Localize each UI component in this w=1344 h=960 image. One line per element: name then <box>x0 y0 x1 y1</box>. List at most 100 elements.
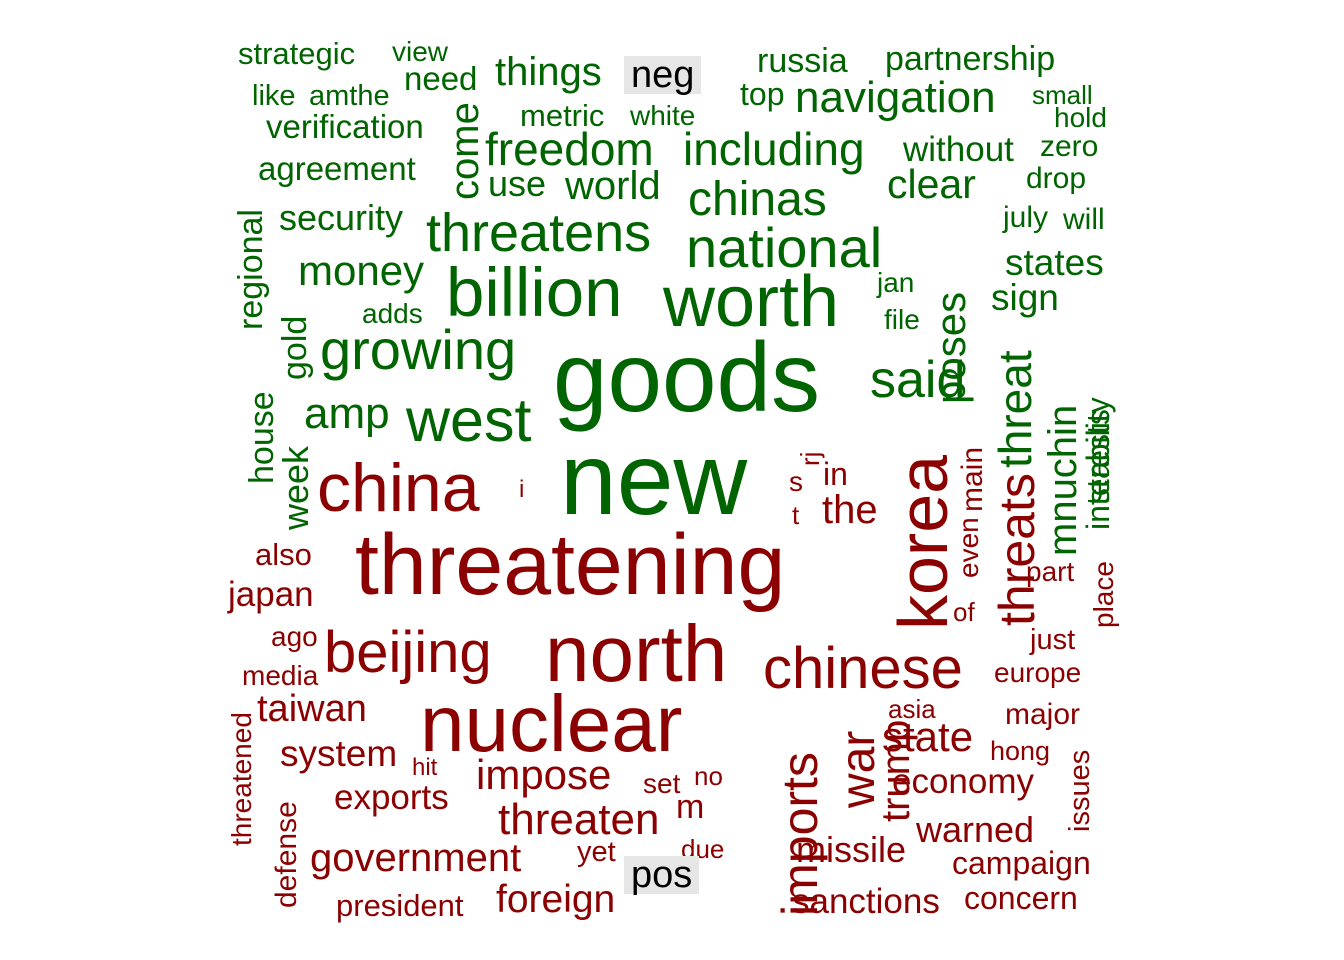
pos-word-amthe-6: amthe <box>309 80 390 112</box>
pos-word-things-2: things <box>495 50 602 94</box>
neg-word-the-6: the <box>822 488 878 532</box>
neg-word-m-42: m <box>676 788 705 826</box>
neg-word-ago-17: ago <box>271 621 318 652</box>
pos-word-use-21: use <box>488 163 547 204</box>
pos-word-need-7: need <box>404 60 478 97</box>
neg-word-main-3: main <box>956 446 989 512</box>
pos-word-zero-18: zero <box>1040 130 1099 163</box>
neg-word-just-18: just <box>1030 624 1076 656</box>
pos-word-threatens-27: threatens <box>426 203 652 263</box>
neg-word-also-10: also <box>255 537 312 572</box>
pos-word-amp-48: amp <box>304 389 390 438</box>
neg-word-media-21: media <box>242 660 319 691</box>
pos-word-billion-33: billion <box>446 254 623 331</box>
neg-word-china-7: china <box>317 450 480 526</box>
neg-word-set-41: set <box>643 768 681 799</box>
pos-word-week-52: week <box>275 445 316 530</box>
pos-word-money-35: money <box>298 247 425 294</box>
pos-word-goods-45: goods <box>553 322 821 432</box>
pos-word-house-47: house <box>243 391 281 484</box>
pos-word-freedom-15: freedom <box>485 123 654 175</box>
neg-word-hong-32: hong <box>990 736 1051 766</box>
neg-word-major-27: major <box>1005 698 1081 731</box>
neg-word-warned-45: warned <box>916 809 1035 850</box>
pos-word-strategic-0: strategic <box>238 36 356 71</box>
pos-word-will-30: will <box>1063 203 1105 236</box>
pos-word-july-29: july <box>1003 201 1049 234</box>
pos-word-metric-11: metric <box>520 98 605 133</box>
neg-word-threatened-24: threatened <box>226 712 257 846</box>
pos-word-file-39: file <box>884 304 920 335</box>
neg-word-hit-33: hit <box>412 754 438 781</box>
neg-word-sanctions-53: sanctions <box>792 882 940 921</box>
pos-word-threat-46: threat <box>989 350 1041 468</box>
neg-word-system-30: system <box>280 733 398 774</box>
neg-word-europe-23: europe <box>994 657 1082 688</box>
neg-word-impose-35: impose <box>476 751 612 798</box>
neg-word-government-49: government <box>310 836 522 880</box>
pos-word-gold-42: gold <box>276 315 314 380</box>
neg-word-taiwan-26: taiwan <box>257 688 367 730</box>
pos-word-navigation-9: navigation <box>795 73 996 122</box>
neg-word-threaten-44: threaten <box>498 795 660 844</box>
pos-word-without-17: without <box>903 130 1014 169</box>
neg-word-part-12: part <box>1026 556 1075 587</box>
neg-word-of-16: of <box>953 597 975 627</box>
neg-word-issues-36: issues <box>1064 749 1096 832</box>
neg-word-no-34: no <box>694 761 723 791</box>
pos-word-adds-38: adds <box>362 298 423 329</box>
pos-word-verification-14: verification <box>266 108 424 145</box>
neg-word-i-0: i <box>519 476 525 503</box>
pos-word-come-20: come <box>443 102 487 200</box>
neg-word-asia-25: asia <box>888 694 936 724</box>
pos-word-mnuchin-51: mnuchin <box>1041 404 1085 556</box>
pos-word-interests-50: interests <box>1080 409 1116 530</box>
pos-word-security-26: security <box>279 197 404 238</box>
neg-word-north-19: north <box>545 609 728 698</box>
pos-word-west-49: west <box>406 386 532 454</box>
neg-word-beijing-20: beijing <box>324 620 492 685</box>
neg-word-s-4: s <box>789 466 803 497</box>
pos-word-regional-31: regional <box>232 209 270 330</box>
pos-word-sign-37: sign <box>991 277 1059 318</box>
neg-label: neg <box>624 56 702 94</box>
neg-word-concern-54: concern <box>964 880 1078 916</box>
pos-label: pos <box>624 856 700 894</box>
pos-word-states-32: states <box>1005 242 1104 283</box>
neg-word-president-51: president <box>336 888 464 923</box>
neg-word-threatening-13: threatening <box>355 517 786 613</box>
pos-word-like-5: like <box>252 80 296 112</box>
pos-word-jan-36: jan <box>877 267 915 298</box>
neg-word-state-31: state <box>882 713 974 760</box>
neg-word-even-11: even <box>953 517 984 578</box>
pos-word-clear-23: clear <box>887 161 976 207</box>
neg-word-yet-47: yet <box>577 836 616 868</box>
pos-word-chinas-25: chinas <box>688 173 827 226</box>
neg-word-place-14: place <box>1088 561 1119 628</box>
pos-word-world-22: world <box>565 164 661 208</box>
neg-word-nuclear-28: nuclear <box>420 679 683 768</box>
pos-word-partnership-4: partnership <box>885 40 1056 78</box>
pos-word-view-1: view <box>392 36 449 67</box>
pos-word-said-44: said <box>870 351 966 409</box>
pos-word-agreement-19: agreement <box>258 150 416 187</box>
pos-word-russia-3: russia <box>757 42 848 80</box>
neg-word-exports-40: exports <box>334 778 449 817</box>
neg-word-foreign-52: foreign <box>496 878 616 921</box>
pos-word-worth-34: worth <box>663 262 840 342</box>
pos-word-growing-43: growing <box>320 318 517 381</box>
pos-word-drop-24: drop <box>1026 162 1087 195</box>
neg-word-chinese-22: chinese <box>763 636 963 701</box>
pos-word-hold-13: hold <box>1054 102 1107 133</box>
pos-word-top-8: top <box>740 76 785 112</box>
pos-word-small-10: small <box>1032 80 1093 110</box>
pos-word-national-28: national <box>686 216 883 279</box>
pos-word-white-12: white <box>630 100 696 131</box>
neg-word-japan-15: japan <box>228 575 314 614</box>
pos-word-including-16: including <box>683 123 865 175</box>
neg-word-defense-43: defense <box>270 801 303 908</box>
neg-word-rj-1: rj <box>795 451 825 466</box>
neg-word-missile-48: missile <box>796 829 907 870</box>
neg-word-campaign-50: campaign <box>952 845 1091 881</box>
